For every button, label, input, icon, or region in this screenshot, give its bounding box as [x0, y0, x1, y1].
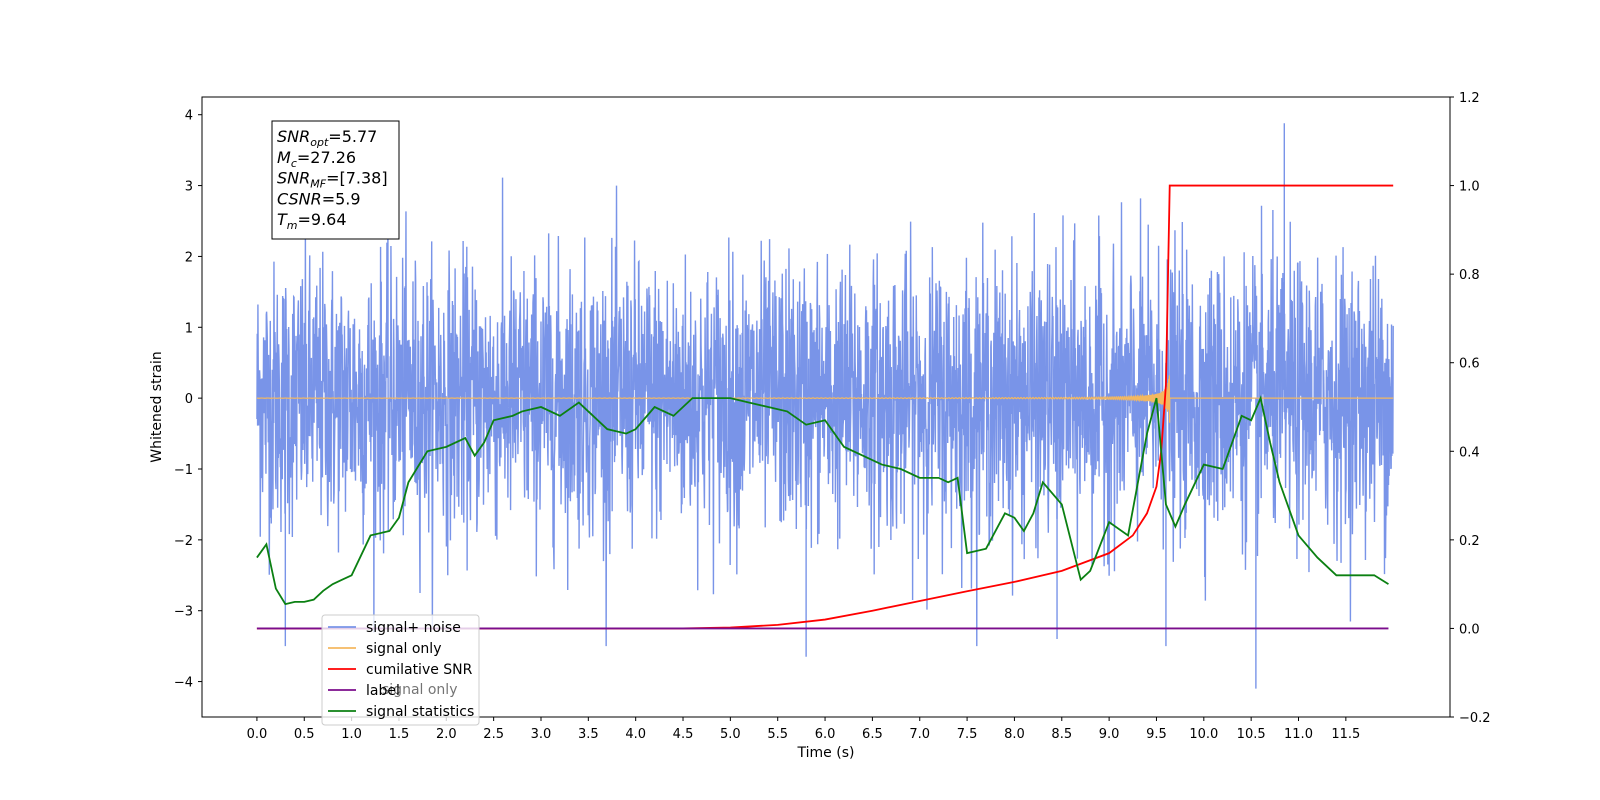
- series-signal-noise: [256, 177, 1394, 647]
- plot-frame: [201, 96, 1451, 718]
- y-left-tick-label: −2: [174, 534, 193, 549]
- x-tick-label: 7.5: [957, 727, 978, 742]
- y-left-tick-label: 0: [185, 392, 193, 407]
- x-tick-label: 10.0: [1189, 727, 1218, 742]
- x-tick-label: 1.0: [341, 727, 362, 742]
- legend-label: signal statistics: [366, 704, 474, 720]
- x-tick-label: 0.5: [294, 727, 315, 742]
- x-tick-label: 10.5: [1237, 727, 1266, 742]
- x-tick-label: 9.5: [1146, 727, 1167, 742]
- x-axis-label: Time (s): [797, 745, 855, 761]
- x-tick-label: 2.0: [436, 727, 457, 742]
- x-tick-label: 6.5: [862, 727, 883, 742]
- x-tick-label: 9.0: [1099, 727, 1120, 742]
- series-layer: [256, 123, 1394, 689]
- x-tick-label: 4.5: [673, 727, 694, 742]
- y-axis-left: 4 3 2 1 0 −1 −2 −3 −4: [174, 109, 202, 691]
- y-left-tick-label: 2: [185, 250, 193, 265]
- legend-label: signal+ noise: [366, 620, 461, 636]
- x-tick-label: 4.0: [625, 727, 646, 742]
- x-tick-label: 5.0: [720, 727, 741, 742]
- x-tick-label: 1.5: [389, 727, 410, 742]
- x-tick-label: 0.0: [247, 727, 268, 742]
- legend-label: cumilative SNR: [366, 662, 473, 678]
- y-right-tick-label: 0.0: [1459, 622, 1480, 637]
- x-tick-label: 7.0: [909, 727, 930, 742]
- y-left-tick-label: 1: [185, 321, 193, 336]
- x-tick-label: 8.5: [1051, 727, 1072, 742]
- annotation-line: Mc=27.26: [277, 148, 356, 170]
- y-right-tick-label: 0.8: [1459, 268, 1480, 283]
- y-right-tick-label: −0.2: [1459, 711, 1491, 726]
- legend: signal+ noise signal only cumilative SNR la…: [321, 614, 480, 726]
- series-signal-only: [256, 375, 1394, 423]
- annotation-line: SNRopt=5.77: [277, 127, 377, 149]
- annotation-line: Tm=9.64: [277, 210, 347, 232]
- x-tick-label: 3.0: [531, 727, 552, 742]
- legend-label: signal only: [366, 641, 441, 657]
- y-left-tick-label: −3: [174, 605, 193, 620]
- x-tick-label: 2.5: [483, 727, 504, 742]
- y-right-tick-label: 1.2: [1459, 91, 1480, 106]
- y-right-tick-label: 0.2: [1459, 534, 1480, 549]
- y-left-tick-label: 4: [185, 109, 193, 124]
- legend-label: label: [366, 683, 400, 699]
- y-right-tick-label: 0.4: [1459, 445, 1480, 460]
- x-tick-label: 11.5: [1331, 727, 1360, 742]
- y-left-tick-label: −4: [174, 676, 193, 691]
- y-axis-label: Whitened strain: [149, 351, 165, 462]
- y-right-tick-label: 0.6: [1459, 357, 1480, 372]
- series-cumilative-snr: [256, 184, 1394, 630]
- x-axis: 0.0 0.5 1.0 1.5 2.0 2.5 3.0 3.5 4.0 4.5 5.0 5.5 6.0 6…: [247, 717, 1360, 742]
- x-tick-label: 6.0: [815, 727, 836, 742]
- series-signal-statistics: [256, 395, 1389, 606]
- y-left-tick-label: 3: [185, 180, 193, 195]
- x-tick-label: 5.5: [767, 727, 788, 742]
- y-axis-right: 1.2 1.0 0.8 0.6 0.4 0.2 0.0 −0.2: [1450, 91, 1491, 726]
- annotation-line: CSNR=5.9: [277, 189, 361, 208]
- legend-overlap-text: signal only: [382, 682, 457, 698]
- annotation-line: SNRMF=[7.38]: [277, 169, 388, 191]
- x-tick-label: 3.5: [578, 727, 599, 742]
- y-right-tick-label: 1.0: [1459, 180, 1480, 195]
- x-tick-label: 8.0: [1004, 727, 1025, 742]
- y-left-tick-label: −1: [174, 463, 193, 478]
- x-tick-label: 11.0: [1284, 727, 1313, 742]
